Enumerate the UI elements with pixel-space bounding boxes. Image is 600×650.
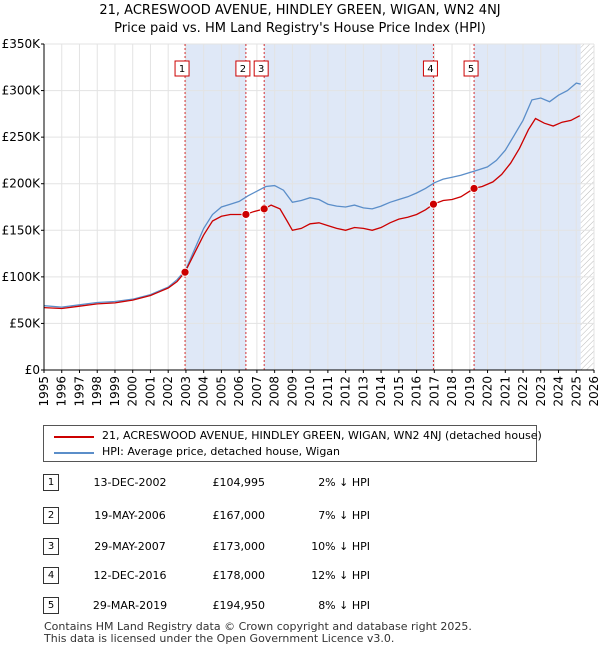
sale-point [259,204,269,214]
sale-label-number: 3 [258,64,264,75]
x-tick-label: 2001 [143,376,157,407]
price-chart: 1 2 3 4 5 £0 £50K £100K £150K £200K £250K £300K £350… [2,37,600,407]
y-tick-label: £150K [2,223,42,237]
y-tick-label: £0 [25,363,40,377]
x-tick-label: 1998 [90,376,104,407]
x-tick-label: 2015 [392,376,406,407]
transaction-date: 12-DEC-2016 [93,569,167,582]
transaction-date: 19-MAY-2006 [94,509,166,522]
x-tick-label: 2026 [587,376,600,407]
legend-label-hpi: HPI: Average price, detached house, Wiga… [102,445,341,458]
ownership-shade [185,44,246,370]
x-tick-label: 2023 [534,376,548,407]
ownership-shade [264,44,434,370]
sale-label-number: 5 [468,64,474,75]
legend-swatch-hpi [54,452,94,454]
x-tick-label: 2002 [161,376,175,407]
chart-legend: 21, ACRESWOOD AVENUE, HINDLEY GREEN, WIG… [43,425,542,462]
x-tick-label: 2017 [427,376,441,407]
x-tick-label: 2022 [516,376,530,407]
legend-item-hpi: HPI: Average price, detached house, Wiga… [44,445,534,461]
hpi-line [43,82,581,308]
forecast-hatch [580,44,594,370]
transaction-number: 2 [43,507,59,524]
x-tick-label: 2013 [356,376,370,407]
y-tick-label: £350K [2,37,42,51]
transaction-price: £178,000 [212,569,266,582]
chart-title-line2: Price paid vs. HM Land Registry's House … [114,21,486,36]
x-tick-label: 2025 [569,376,583,407]
x-tick-label: 2024 [552,376,566,407]
y-tick-label: £200K [2,177,42,191]
x-tick-label: 1999 [108,376,122,407]
x-tick-label: 2012 [339,376,353,407]
ownership-shade [474,44,581,370]
transaction-price: £194,950 [212,599,266,612]
x-tick-label: 2003 [179,376,193,407]
x-tick-label: 2005 [214,376,228,407]
transaction-number: 5 [43,597,59,614]
transaction-hpi: 2% ↓ HPI [318,476,370,489]
transaction-hpi: 7% ↓ HPI [318,509,370,522]
table-row: 4 12-DEC-2016 £178,000 12% ↓ HPI [0,567,600,587]
x-tick-label: 1996 [55,376,69,407]
y-tick-label: £100K [2,270,42,284]
x-tick-label: 2019 [463,376,477,407]
sale-label-number: 2 [240,64,246,75]
sale-point [469,184,479,193]
x-tick-label: 1995 [37,376,51,407]
sale-label-number: 4 [427,64,433,75]
transaction-price: £173,000 [212,540,266,553]
transaction-date: 29-MAR-2019 [92,599,168,612]
legend-label-price: 21, ACRESWOOD AVENUE, HINDLEY GREEN, WIG… [102,429,542,442]
chart-title-line1: 21, ACRESWOOD AVENUE, HINDLEY GREEN, WIG… [99,3,501,18]
transaction-hpi: 8% ↓ HPI [318,599,370,612]
sale-point [429,199,438,209]
table-row: 5 29-MAR-2019 £194,950 8% ↓ HPI [0,597,600,617]
transaction-hpi: 10% ↓ HPI [311,540,370,553]
transaction-number: 4 [43,567,59,584]
x-tick-label: 2004 [197,376,211,407]
y-tick-label: £250K [2,130,42,144]
sale-label-number: 1 [179,64,185,75]
sale-label-box [174,60,190,77]
x-tick-label: 2010 [303,376,317,407]
transaction-number: 1 [43,474,59,491]
x-tick-label: 2007 [250,376,264,407]
x-tick-label: 2009 [285,376,299,407]
transaction-hpi: 12% ↓ HPI [311,569,370,582]
x-tick-label: 2021 [498,376,512,407]
legend-item-price: 21, ACRESWOOD AVENUE, HINDLEY GREEN, WIG… [44,429,542,445]
footer-licence: This data is licensed under the Open Gov… [44,632,395,645]
x-tick-label: 2014 [374,376,388,407]
footer-copyright: Contains HM Land Registry data © Crown c… [44,620,472,633]
x-tick-label: 2020 [481,376,495,407]
transaction-price: £104,995 [212,476,266,489]
transaction-date: 29-MAY-2007 [94,540,166,553]
transaction-number: 3 [43,538,59,555]
sale-label-box [235,60,251,77]
y-tick-label: £300K [2,84,42,98]
price-paid-line [43,115,581,310]
sale-point [180,267,190,277]
sale-point [241,210,251,219]
sale-label-box [463,60,479,77]
x-tick-label: 1997 [72,376,86,407]
sale-label-box [253,60,269,77]
sale-label-box [422,60,438,77]
table-row: 1 13-DEC-2002 £104,995 2% ↓ HPI [0,474,600,494]
x-tick-label: 2008 [268,376,282,407]
table-row: 3 29-MAY-2007 £173,000 10% ↓ HPI [0,538,600,558]
x-tick-label: 2000 [126,376,140,407]
y-tick-label: £50K [9,316,41,330]
x-tick-label: 2016 [410,376,424,407]
transaction-date: 13-DEC-2002 [93,476,167,489]
legend-swatch-price [54,436,94,438]
x-tick-label: 2011 [321,376,335,407]
table-row: 2 19-MAY-2006 £167,000 7% ↓ HPI [0,507,600,527]
x-tick-label: 2006 [232,376,246,407]
transaction-price: £167,000 [212,509,266,522]
x-tick-label: 2018 [445,376,459,407]
